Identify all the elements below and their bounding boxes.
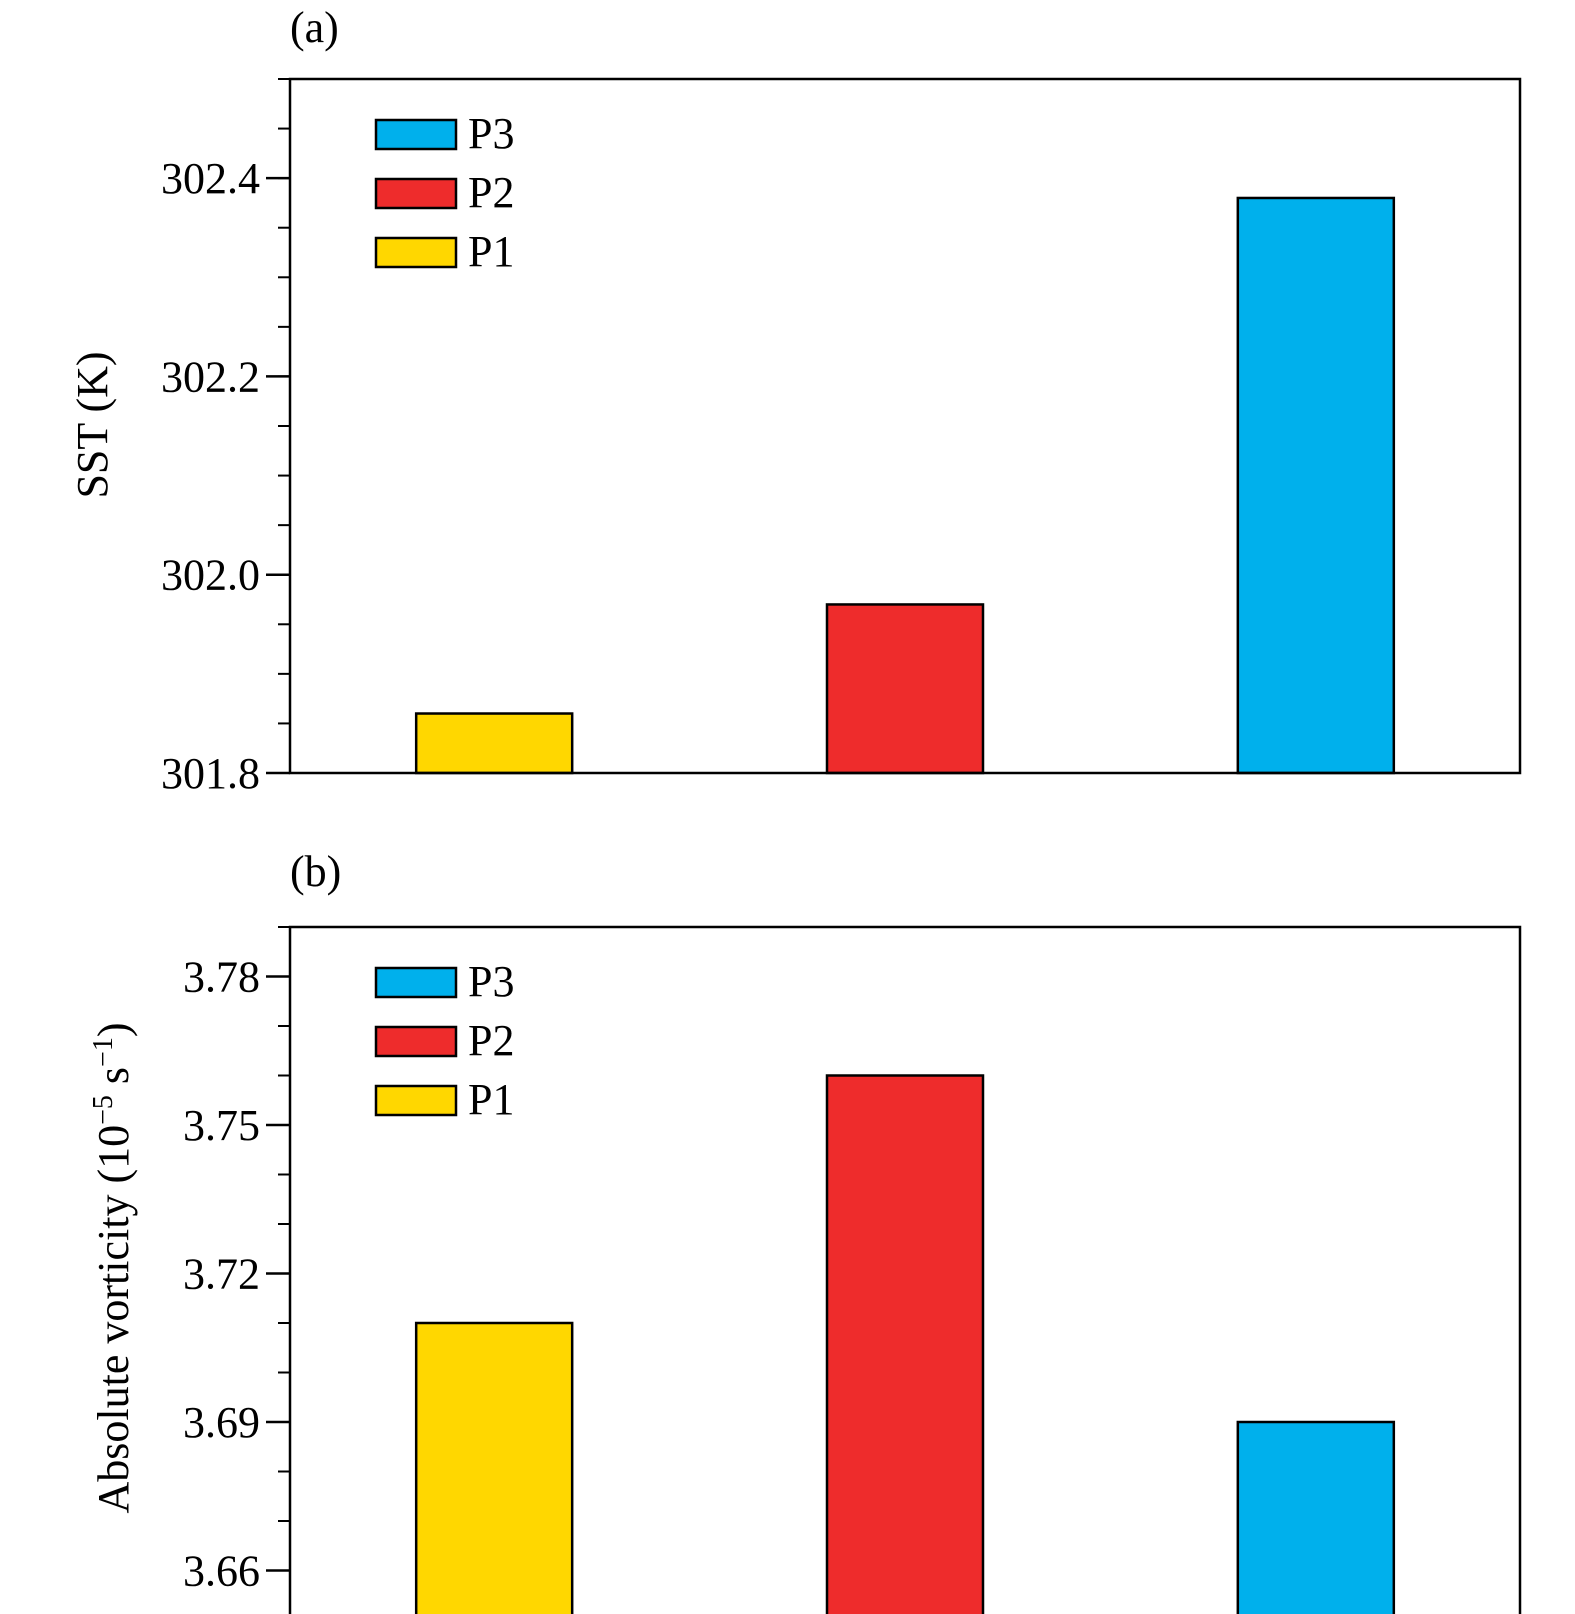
panel-b: (b) Absolute vorticity (10−5 s−1) 3.663.…	[88, 847, 1522, 1614]
panel-b-bar-p1	[414, 1321, 574, 1614]
panel-a-legend: P3 P2 P1	[374, 109, 514, 276]
panel-b-label: (b)	[290, 847, 341, 896]
panel-a-legend-swatch-p3	[374, 118, 458, 151]
panel-b-ytick-label: 3.78	[183, 953, 260, 1002]
panel-a: (a) SST (K) 301.8 302.0 302.2 302.4 P3 P2 P1	[68, 3, 1522, 798]
panel-b-bar-p3	[1236, 1420, 1396, 1614]
panel-b-ylabel: Absolute vorticity (10−5 s−1)	[88, 1023, 138, 1514]
panel-a-legend-label-p2: P2	[468, 168, 514, 217]
panel-a-bar-p3	[1236, 196, 1396, 775]
panel-a-ytick-label: 302.2	[161, 352, 260, 401]
panel-b-legend-label-p1: P1	[468, 1075, 514, 1124]
panel-b-legend-swatch-p3	[374, 966, 458, 999]
panel-a-legend-swatch-p1	[374, 236, 458, 269]
panel-b-ylabel-end: )	[89, 1023, 138, 1038]
panel-b-legend: P3 P2 P1	[374, 957, 514, 1124]
panel-b-legend-label-p2: P2	[468, 1016, 514, 1065]
panel-b-ytick-label: 3.75	[183, 1101, 260, 1150]
panel-b-ylabel-mid: s	[89, 1067, 138, 1095]
panel-b-ytick-label: 3.69	[183, 1398, 260, 1447]
panel-b-legend-label-p3: P3	[468, 957, 514, 1006]
panel-a-bar-p1	[414, 712, 574, 775]
panel-b-plot: 3.66 3.69 3.72 3.75 3.78 P3 P2 P1	[183, 925, 1522, 1614]
panel-b-legend-swatch-p2	[374, 1025, 458, 1058]
panel-a-plot: 301.8 302.0 302.2 302.4 P3 P2 P1	[161, 77, 1522, 798]
panel-a-ytick-label: 302.4	[161, 154, 260, 203]
panel-a-legend-label-p3: P3	[468, 109, 514, 158]
panel-b-ylabel-exp2: −1	[88, 1037, 119, 1067]
panel-a-legend-label-p1: P1	[468, 227, 514, 276]
panel-b-ytick-label: 3.72	[183, 1250, 260, 1299]
panel-a-label: (a)	[290, 3, 339, 52]
panel-a-ytick-label: 301.8	[161, 749, 260, 798]
panel-a-ylabel: SST (K)	[68, 351, 117, 498]
panel-b-ylabel-exp1: −5	[88, 1095, 119, 1125]
panel-a-ytick-label: 302.0	[161, 551, 260, 600]
panel-a-legend-swatch-p2	[374, 177, 458, 210]
panel-b-bar-p2	[825, 1074, 985, 1614]
panel-b-ytick-label: 3.66	[183, 1547, 260, 1596]
panel-b-legend-swatch-p1	[374, 1084, 458, 1117]
panel-b-ylabel-main: Absolute vorticity (10	[89, 1125, 138, 1514]
panel-a-bar-p2	[825, 603, 985, 775]
